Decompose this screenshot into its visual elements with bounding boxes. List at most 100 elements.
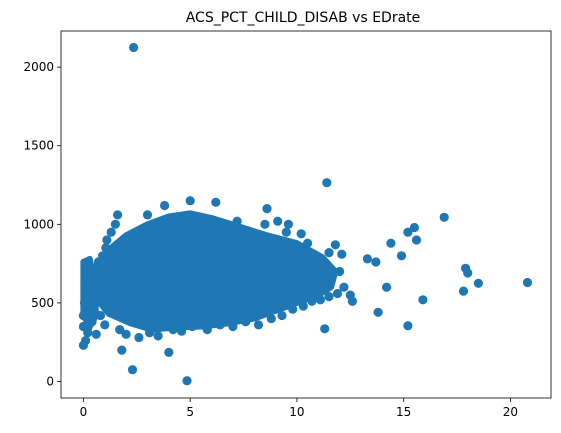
scatter-point bbox=[185, 196, 195, 206]
scatter-point bbox=[172, 259, 182, 269]
scatter-point bbox=[403, 227, 413, 237]
scatter-point bbox=[81, 288, 91, 299]
scatter-point bbox=[164, 347, 174, 357]
scatter-point bbox=[320, 324, 330, 334]
scatter-point bbox=[324, 248, 334, 258]
x-tick-label: 15 bbox=[396, 405, 411, 419]
y-tick-label: 1000 bbox=[23, 217, 54, 231]
plot-frame bbox=[60, 30, 552, 399]
scatter-point bbox=[330, 240, 340, 250]
scatter-point bbox=[215, 320, 225, 330]
scatter-point bbox=[324, 292, 334, 302]
scatter-point bbox=[101, 243, 111, 253]
scatter-point bbox=[298, 301, 308, 311]
scatter-point bbox=[232, 216, 242, 226]
scatter-point bbox=[224, 238, 234, 248]
scatter-point bbox=[281, 227, 291, 237]
scatter-point bbox=[177, 326, 187, 336]
scatter-point bbox=[91, 329, 101, 339]
scatter-point bbox=[113, 210, 123, 220]
scatter-point bbox=[127, 365, 138, 375]
scatter-point bbox=[522, 277, 533, 288]
scatter-point bbox=[307, 296, 317, 306]
scatter-point bbox=[283, 219, 293, 229]
scatter-point bbox=[219, 260, 229, 270]
scatter-point bbox=[153, 331, 163, 341]
scatter-point bbox=[373, 307, 383, 317]
scatter-point bbox=[347, 296, 357, 306]
x-tick-label: 10 bbox=[289, 405, 304, 419]
scatter-point bbox=[117, 345, 127, 355]
scatter-point bbox=[179, 240, 189, 250]
y-tick-label: 0 bbox=[46, 374, 54, 388]
scatter-point bbox=[409, 222, 419, 233]
scatter-point bbox=[322, 178, 332, 188]
scatter-point bbox=[142, 210, 153, 220]
scatter-point bbox=[78, 340, 88, 350]
scatter-point bbox=[371, 257, 381, 267]
scatter-point bbox=[211, 197, 221, 207]
y-tick-label: 1500 bbox=[23, 139, 54, 153]
scatter-point bbox=[264, 244, 274, 255]
scatter-point bbox=[332, 288, 343, 299]
scatter-point bbox=[277, 310, 287, 321]
scatter-point bbox=[236, 268, 246, 278]
scatter-point bbox=[132, 241, 142, 251]
x-axis: 0 5 10 15 20 bbox=[80, 398, 518, 419]
scatter-point bbox=[362, 254, 372, 264]
scatter-point bbox=[305, 274, 315, 284]
scatter-point bbox=[89, 274, 99, 284]
scatter-point bbox=[145, 328, 155, 338]
y-tick-label: 2000 bbox=[23, 60, 54, 74]
scatter-point bbox=[288, 304, 298, 314]
scatter-point bbox=[303, 238, 313, 248]
scatter-point bbox=[79, 298, 90, 308]
scatter-point bbox=[262, 204, 272, 214]
scatter-point bbox=[149, 266, 159, 277]
scatter-point bbox=[115, 325, 125, 335]
scatter-point bbox=[155, 235, 165, 245]
scatter-point bbox=[439, 212, 449, 222]
scatter-point bbox=[83, 323, 93, 333]
scatter-point bbox=[121, 329, 131, 339]
scatter-point bbox=[296, 229, 306, 239]
scatter-point bbox=[98, 251, 108, 261]
scatter-point bbox=[228, 321, 238, 332]
scatter-point bbox=[110, 219, 120, 229]
scatter-point bbox=[403, 321, 413, 331]
scatter-point bbox=[290, 273, 300, 283]
scatter-point bbox=[382, 282, 392, 292]
scatter-point bbox=[463, 268, 473, 278]
x-tick-label: 5 bbox=[186, 405, 194, 419]
scatter-point bbox=[249, 265, 259, 275]
scatter-point bbox=[418, 295, 428, 305]
scatter-point bbox=[202, 325, 212, 335]
scatter-point bbox=[106, 227, 116, 237]
scatter-point bbox=[245, 241, 255, 251]
scatter-point bbox=[339, 282, 349, 292]
scatter-point bbox=[386, 238, 396, 248]
scatter-point bbox=[100, 320, 110, 330]
scatter-point bbox=[182, 376, 192, 386]
scatter-point bbox=[396, 251, 407, 261]
scatter-point bbox=[458, 286, 469, 296]
scatter-point bbox=[134, 332, 144, 343]
scatter-point bbox=[104, 301, 114, 311]
scatter-point bbox=[268, 266, 278, 277]
scatter-point bbox=[311, 257, 321, 267]
scatter-point bbox=[206, 270, 217, 280]
scatter-point bbox=[337, 249, 347, 259]
scatter-point bbox=[95, 310, 106, 321]
scatter-point bbox=[102, 235, 112, 245]
scatter-point bbox=[194, 263, 204, 273]
scatter-point bbox=[335, 266, 345, 277]
scatter-point bbox=[473, 278, 483, 288]
scatter-point bbox=[125, 274, 135, 284]
scatter-point bbox=[279, 251, 289, 261]
x-tick-label: 0 bbox=[80, 405, 88, 419]
scatter-point bbox=[160, 200, 170, 211]
scatter-point bbox=[241, 317, 251, 327]
scatter-point bbox=[110, 248, 120, 258]
scatter-point bbox=[91, 266, 101, 277]
scatter-point bbox=[168, 325, 178, 335]
